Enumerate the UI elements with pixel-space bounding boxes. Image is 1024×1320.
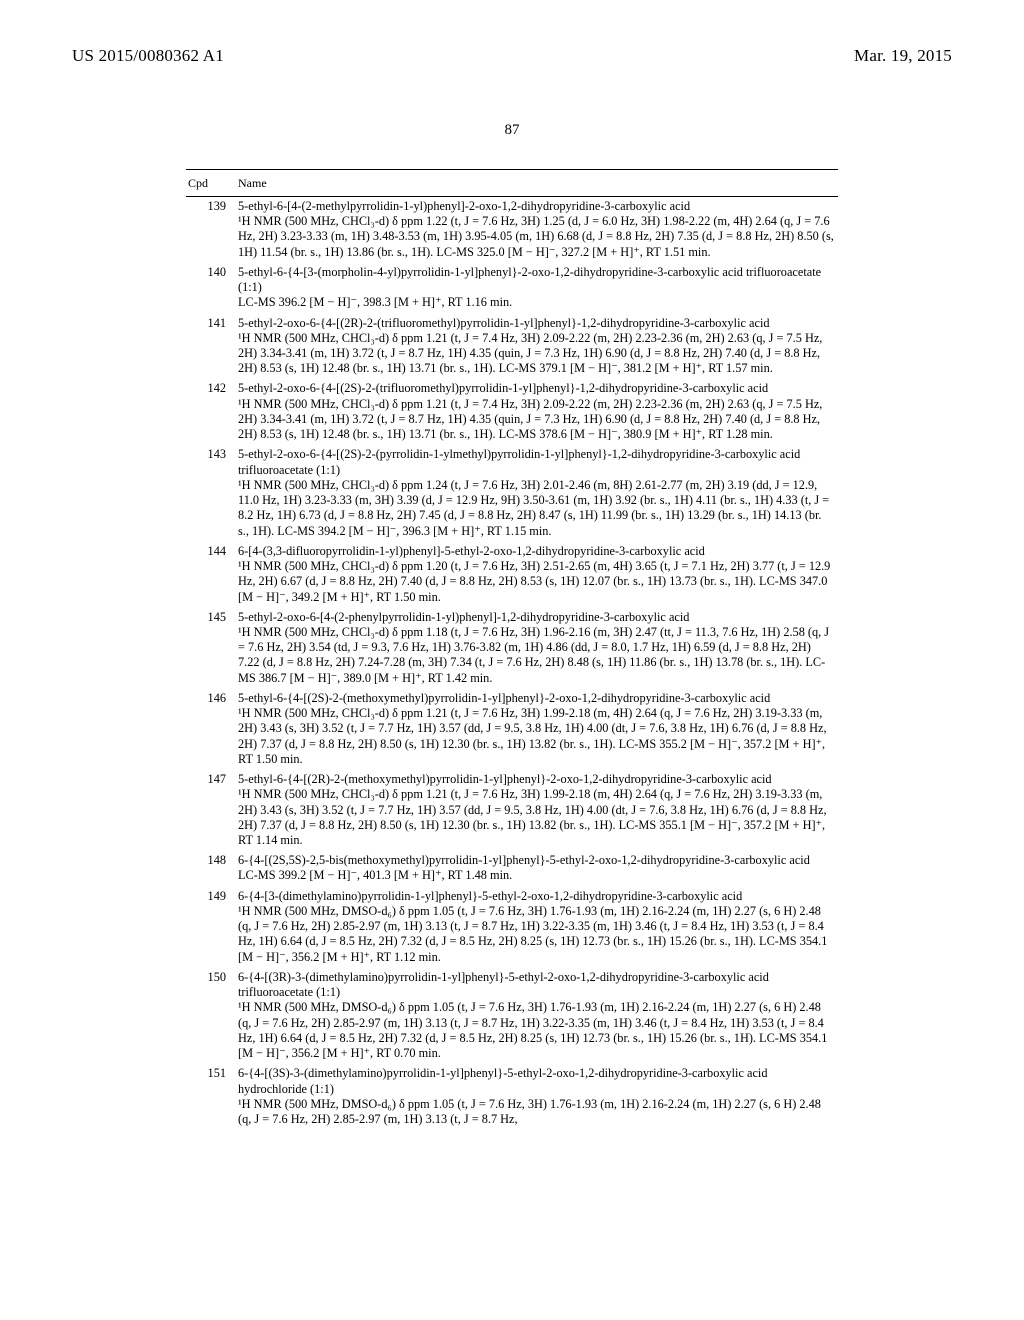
name-cell: 5-ethyl-6-[4-(2-methylpyrrolidin-1-yl)ph… xyxy=(236,196,838,262)
name-cell: 5-ethyl-2-oxo-6-{4-[(2S)-2-(pyrrolidin-1… xyxy=(236,445,838,541)
compound-data: LC-MS 396.2 [M − H]⁻, 398.3 [M + H]⁺, RT… xyxy=(238,295,834,310)
cpd-cell: 141 xyxy=(186,314,236,380)
compound-name: 5-ethyl-2-oxo-6-{4-[(2R)-2-(trifluoromet… xyxy=(238,316,834,331)
compound-data: ¹H NMR (500 MHz, CHCl₃-d) δ ppm 1.20 (t,… xyxy=(238,559,834,605)
compound-name: 6-{4-[(3R)-3-(dimethylamino)pyrrolidin-1… xyxy=(238,970,834,1000)
compound-data: ¹H NMR (500 MHz, CHCl₃-d) δ ppm 1.18 (t,… xyxy=(238,625,834,686)
table-header-row: Cpd Name xyxy=(186,170,838,197)
table-row: 1395-ethyl-6-[4-(2-methylpyrrolidin-1-yl… xyxy=(186,196,838,262)
cpd-cell: 150 xyxy=(186,968,236,1064)
compound-data: ¹H NMR (500 MHz, CHCl₃-d) δ ppm 1.21 (t,… xyxy=(238,397,834,443)
pub-number: US 2015/0080362 A1 xyxy=(72,46,224,66)
table-row: 1415-ethyl-2-oxo-6-{4-[(2R)-2-(trifluoro… xyxy=(186,314,838,380)
table-row: 1405-ethyl-6-{4-[3-(morpholin-4-yl)pyrro… xyxy=(186,263,838,314)
compound-data: ¹H NMR (500 MHz, CHCl₃-d) δ ppm 1.21 (t,… xyxy=(238,706,834,767)
compound-name: 5-ethyl-6-{4-[(2R)-2-(methoxymethyl)pyrr… xyxy=(238,772,834,787)
table-row: 1435-ethyl-2-oxo-6-{4-[(2S)-2-(pyrrolidi… xyxy=(186,445,838,541)
name-cell: 5-ethyl-2-oxo-6-{4-[(2R)-2-(trifluoromet… xyxy=(236,314,838,380)
compound-data: LC-MS 399.2 [M − H]⁻, 401.3 [M + H]⁺, RT… xyxy=(238,868,834,883)
table-row: 1506-{4-[(3R)-3-(dimethylamino)pyrrolidi… xyxy=(186,968,838,1064)
name-cell: 6-[4-(3,3-difluoropyrrolidin-1-yl)phenyl… xyxy=(236,542,838,608)
compound-name: 5-ethyl-6-{4-[(2S)-2-(methoxymethyl)pyrr… xyxy=(238,691,834,706)
compound-data: ¹H NMR (500 MHz, DMSO-d₆) δ ppm 1.05 (t,… xyxy=(238,1000,834,1061)
table-row: 1446-[4-(3,3-difluoropyrrolidin-1-yl)phe… xyxy=(186,542,838,608)
name-cell: 6-{4-[3-(dimethylamino)pyrrolidin-1-yl]p… xyxy=(236,887,838,968)
page-number: 87 xyxy=(72,122,952,139)
cpd-cell: 146 xyxy=(186,689,236,770)
cpd-cell: 142 xyxy=(186,379,236,445)
page: US 2015/0080362 A1 Mar. 19, 2015 87 Cpd … xyxy=(0,0,1024,1320)
name-cell: 6-{4-[(2S,5S)-2,5-bis(methoxymethyl)pyrr… xyxy=(236,851,838,886)
cpd-cell: 139 xyxy=(186,196,236,262)
compound-data: ¹H NMR (500 MHz, CHCl₃-d) δ ppm 1.24 (t,… xyxy=(238,478,834,539)
cpd-cell: 145 xyxy=(186,608,236,689)
cpd-cell: 149 xyxy=(186,887,236,968)
col-name: Name xyxy=(236,170,838,197)
table-row: 1455-ethyl-2-oxo-6-[4-(2-phenylpyrrolidi… xyxy=(186,608,838,689)
cpd-cell: 140 xyxy=(186,263,236,314)
name-cell: 5-ethyl-6-{4-[3-(morpholin-4-yl)pyrrolid… xyxy=(236,263,838,314)
compound-name: 5-ethyl-6-{4-[3-(morpholin-4-yl)pyrrolid… xyxy=(238,265,834,295)
name-cell: 5-ethyl-6-{4-[(2S)-2-(methoxymethyl)pyrr… xyxy=(236,689,838,770)
cpd-cell: 143 xyxy=(186,445,236,541)
compound-name: 5-ethyl-2-oxo-6-[4-(2-phenylpyrrolidin-1… xyxy=(238,610,834,625)
name-cell: 6-{4-[(3R)-3-(dimethylamino)pyrrolidin-1… xyxy=(236,968,838,1064)
cpd-cell: 148 xyxy=(186,851,236,886)
compound-name: 5-ethyl-6-[4-(2-methylpyrrolidin-1-yl)ph… xyxy=(238,199,834,214)
name-cell: 5-ethyl-2-oxo-6-[4-(2-phenylpyrrolidin-1… xyxy=(236,608,838,689)
compound-data: ¹H NMR (500 MHz, CHCl₃-d) δ ppm 1.21 (t,… xyxy=(238,331,834,377)
pub-date: Mar. 19, 2015 xyxy=(854,46,952,66)
compound-name: 6-{4-[(2S,5S)-2,5-bis(methoxymethyl)pyrr… xyxy=(238,853,834,868)
cpd-cell: 147 xyxy=(186,770,236,851)
compound-name: 6-{4-[3-(dimethylamino)pyrrolidin-1-yl]p… xyxy=(238,889,834,904)
compound-name: 6-[4-(3,3-difluoropyrrolidin-1-yl)phenyl… xyxy=(238,544,834,559)
compound-data: ¹H NMR (500 MHz, CHCl₃-d) δ ppm 1.21 (t,… xyxy=(238,787,834,848)
compound-name: 5-ethyl-2-oxo-6-{4-[(2S)-2-(pyrrolidin-1… xyxy=(238,447,834,477)
compound-data: ¹H NMR (500 MHz, DMSO-d₆) δ ppm 1.05 (t,… xyxy=(238,1097,834,1127)
table-row: 1425-ethyl-2-oxo-6-{4-[(2S)-2-(trifluoro… xyxy=(186,379,838,445)
compound-data: ¹H NMR (500 MHz, CHCl₃-d) δ ppm 1.22 (t,… xyxy=(238,214,834,260)
table-row: 1475-ethyl-6-{4-[(2R)-2-(methoxymethyl)p… xyxy=(186,770,838,851)
compound-table: Cpd Name 1395-ethyl-6-[4-(2-methylpyrrol… xyxy=(186,169,838,1130)
table-row: 1496-{4-[3-(dimethylamino)pyrrolidin-1-y… xyxy=(186,887,838,968)
compound-name: 5-ethyl-2-oxo-6-{4-[(2S)-2-(trifluoromet… xyxy=(238,381,834,396)
col-cpd: Cpd xyxy=(186,170,236,197)
table-row: 1486-{4-[(2S,5S)-2,5-bis(methoxymethyl)p… xyxy=(186,851,838,886)
page-header: US 2015/0080362 A1 Mar. 19, 2015 xyxy=(72,46,952,66)
name-cell: 5-ethyl-2-oxo-6-{4-[(2S)-2-(trifluoromet… xyxy=(236,379,838,445)
name-cell: 5-ethyl-6-{4-[(2R)-2-(methoxymethyl)pyrr… xyxy=(236,770,838,851)
cpd-cell: 144 xyxy=(186,542,236,608)
cpd-cell: 151 xyxy=(186,1064,236,1130)
table-row: 1465-ethyl-6-{4-[(2S)-2-(methoxymethyl)p… xyxy=(186,689,838,770)
name-cell: 6-{4-[(3S)-3-(dimethylamino)pyrrolidin-1… xyxy=(236,1064,838,1130)
compound-name: 6-{4-[(3S)-3-(dimethylamino)pyrrolidin-1… xyxy=(238,1066,834,1096)
table-row: 1516-{4-[(3S)-3-(dimethylamino)pyrrolidi… xyxy=(186,1064,838,1130)
compound-data: ¹H NMR (500 MHz, DMSO-d₆) δ ppm 1.05 (t,… xyxy=(238,904,834,965)
